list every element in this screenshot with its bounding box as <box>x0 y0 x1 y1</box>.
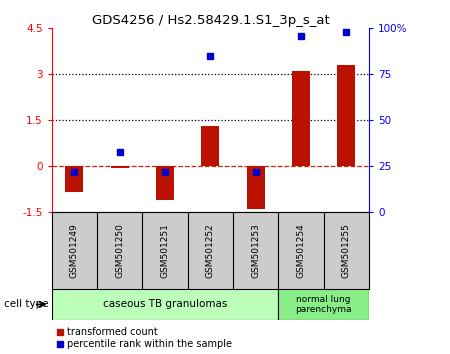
Text: caseous TB granulomas: caseous TB granulomas <box>103 299 227 309</box>
Title: GDS4256 / Hs2.58429.1.S1_3p_s_at: GDS4256 / Hs2.58429.1.S1_3p_s_at <box>91 14 329 27</box>
Bar <box>52 289 279 320</box>
Text: GSM501253: GSM501253 <box>251 223 260 278</box>
Text: GSM501252: GSM501252 <box>206 223 215 278</box>
Text: GSM501255: GSM501255 <box>342 223 351 278</box>
Bar <box>279 289 369 320</box>
Text: GSM501250: GSM501250 <box>115 223 124 278</box>
Text: GSM501251: GSM501251 <box>161 223 170 278</box>
Bar <box>201 126 220 166</box>
Bar <box>247 166 265 209</box>
Bar <box>156 166 174 200</box>
Text: GSM501249: GSM501249 <box>70 223 79 278</box>
Bar <box>111 166 129 168</box>
Bar <box>338 65 356 166</box>
Bar <box>65 166 84 193</box>
Text: normal lung
parenchyma: normal lung parenchyma <box>296 295 352 314</box>
Bar <box>292 71 310 166</box>
Text: cell type: cell type <box>4 299 49 309</box>
Legend: transformed count, percentile rank within the sample: transformed count, percentile rank withi… <box>57 327 232 349</box>
Text: GSM501254: GSM501254 <box>297 223 306 278</box>
